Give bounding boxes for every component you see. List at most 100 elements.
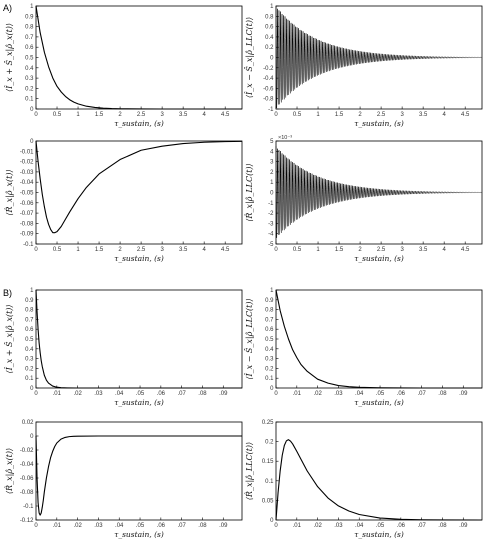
x-tick-label: 1.5 — [95, 112, 104, 118]
series-line — [275, 439, 483, 521]
x-tick-label: 4 — [442, 247, 446, 253]
y-tick-label: 0 — [270, 386, 274, 392]
x-tick-label: .09 — [459, 391, 468, 397]
x-tick-label: 0 — [274, 112, 278, 118]
x-tick-label: 0.5 — [293, 112, 302, 118]
y-tick-label: 0.8 — [265, 14, 274, 20]
plot-frame — [275, 421, 483, 521]
x-tick-label: .05 — [376, 391, 385, 397]
y-tick-label: 4 — [270, 149, 274, 155]
y-tick-label: -0.02 — [20, 160, 34, 166]
y-tick-label: -0.02 — [20, 448, 34, 454]
x-tick-label: 2 — [118, 247, 122, 253]
x-tick-label: .02 — [313, 391, 322, 397]
y-axis-label: ⟨Î_x + Ŝ_x|ρ̂_x(t)⟩ — [5, 23, 14, 92]
chart-a4: 0 0.5 1 1.5 2 2.5 3 3.5 4 4.5 -5 -4 -3 -2 -1 0 1 2 3 4 5 τ_su… — [245, 135, 483, 263]
y-tick-label: -0.2 — [263, 66, 274, 72]
x-tick-label: .05 — [136, 523, 145, 529]
y-tick-label: 0.4 — [265, 35, 274, 41]
y-tick-label: 0.5 — [265, 337, 274, 343]
y-axis-label: ⟨Î_x + Ŝ_x|ρ̂_x(t)⟩ — [5, 304, 14, 373]
series-line — [275, 289, 482, 389]
x-tick-label: .08 — [438, 391, 447, 397]
x-tick-label: 1 — [76, 247, 80, 253]
y-tick-label: -1 — [268, 201, 274, 207]
y-tick-label: 1 — [30, 288, 34, 294]
chart-a1: 0 0.5 1 1.5 2 2.5 3 3.5 4 4.5 0 0.1 0.2 0.3 0.4 0.5 0.6 0… — [5, 4, 243, 128]
x-tick-label: 3.5 — [179, 247, 188, 253]
y-tick-label: 0 — [270, 518, 274, 524]
x-axis-label: τ_sustain, (s) — [354, 530, 404, 539]
x-tick-label: 4.5 — [461, 112, 470, 118]
panel-label-b: B) — [3, 288, 12, 298]
y-tick-label: -0.8 — [263, 97, 274, 103]
x-tick-label: 0.5 — [53, 247, 62, 253]
x-tick-label: 3.5 — [179, 112, 188, 118]
y-axis-label: ⟨Î_x − Ŝ_x|ρ̂_LLC(t)⟩ — [245, 298, 254, 379]
x-tick-label: .02 — [313, 523, 322, 529]
plot-frame — [35, 5, 243, 110]
y-tick-label: -0.03 — [20, 170, 34, 176]
x-axis-label: τ_sustain, (s) — [114, 119, 164, 128]
y-tick-label: 0.02 — [22, 420, 34, 426]
series-line — [35, 140, 243, 234]
x-tick-label: 2.5 — [377, 112, 386, 118]
y-tick-label: 0.9 — [25, 14, 34, 20]
y-tick-label: 3 — [270, 160, 274, 166]
x-tick-label: .03 — [334, 391, 343, 397]
y-tick-label: -2 — [268, 211, 274, 217]
x-tick-label: .08 — [198, 391, 207, 397]
y-tick-label: -0.04 — [20, 180, 34, 186]
x-tick-label: 2.5 — [377, 247, 386, 253]
series-line — [35, 5, 242, 110]
panel-label-a: A) — [3, 3, 12, 13]
y-tick-label: -0.08 — [20, 221, 34, 227]
y-axis-label: ⟨R̂_x|ρ̂_x(t)⟩ — [5, 169, 14, 215]
y-tick-label: -0.09 — [20, 232, 34, 238]
y-tick-label: 1 — [270, 180, 274, 186]
x-tick-label: .01 — [293, 391, 302, 397]
plot-frame — [275, 289, 483, 389]
x-tick-label: 4 — [202, 247, 206, 253]
plot-frame — [35, 140, 243, 245]
x-tick-label: 2 — [118, 112, 122, 118]
x-tick-label: 1 — [76, 112, 80, 118]
x-tick-label: .06 — [157, 523, 166, 529]
y-tick-label: 0.4 — [25, 66, 34, 72]
x-tick-label: 0 — [274, 391, 278, 397]
x-tick-label: .05 — [136, 391, 145, 397]
x-axis-label: τ_sustain, (s) — [114, 398, 164, 407]
x-tick-label: 4.5 — [221, 247, 230, 253]
x-tick-label: 1.5 — [95, 247, 104, 253]
y-tick-label: -0.12 — [20, 518, 34, 524]
x-tick-label: 2 — [358, 112, 362, 118]
y-tick-label: 0 — [30, 434, 34, 440]
y-tick-label: 0.1 — [265, 479, 274, 485]
x-tick-label: 3 — [400, 247, 404, 253]
x-tick-label: 3.5 — [419, 247, 428, 253]
y-tick-label: 2 — [270, 170, 274, 176]
y-tick-label: 5 — [270, 139, 274, 145]
y-tick-label: 0.2 — [265, 366, 274, 372]
x-tick-label: .06 — [157, 391, 166, 397]
y-tick-label: -0.1 — [23, 504, 34, 510]
x-tick-label: 0.5 — [53, 112, 62, 118]
y-tick-label: 0.3 — [25, 357, 34, 363]
y-axis-label: ⟨R̂_x|ρ̂_LLC(t)⟩ — [245, 442, 254, 500]
x-tick-label: 0 — [34, 247, 38, 253]
y-tick-label: 1 — [30, 4, 34, 10]
x-tick-label: 2.5 — [137, 247, 146, 253]
y-tick-label: 0.4 — [25, 347, 34, 353]
x-tick-label: 1.5 — [335, 112, 344, 118]
series-line — [35, 289, 242, 389]
x-tick-label: 3 — [160, 247, 164, 253]
plot-frame — [35, 289, 243, 389]
y-tick-label: 0.6 — [25, 45, 34, 51]
y-tick-label: 0.3 — [25, 76, 34, 82]
x-tick-label: .02 — [73, 391, 82, 397]
y-tick-label: -0.06 — [20, 201, 34, 207]
y-tick-label: 0.2 — [265, 440, 274, 446]
x-tick-label: .06 — [397, 391, 406, 397]
x-tick-label: .08 — [438, 523, 447, 529]
chart-b1: 0 .01 .02 .03 .04 .05 .06 .07 .08 .09 0 0.1 0.2 0.3 0.… — [5, 288, 243, 407]
